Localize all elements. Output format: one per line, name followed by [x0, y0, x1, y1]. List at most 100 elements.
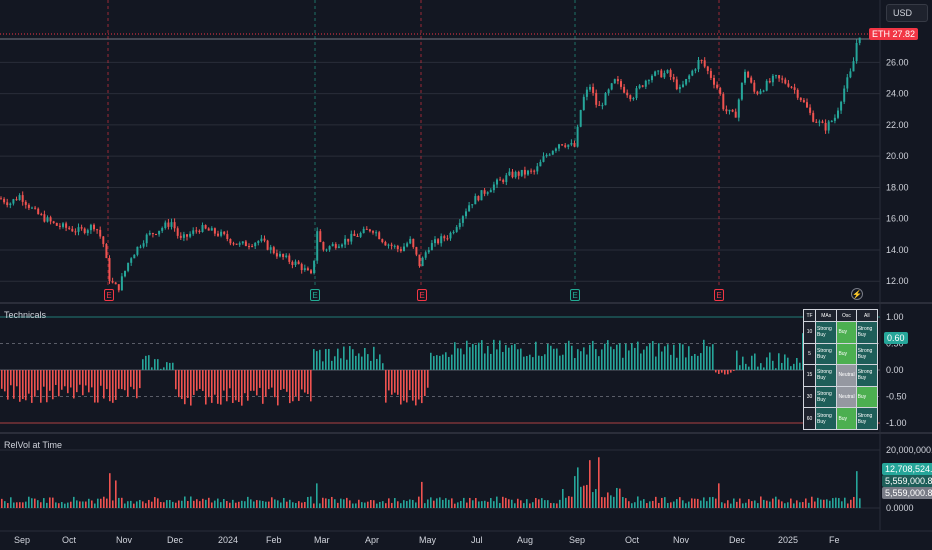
row-mas: Strong Buy: [814, 364, 838, 387]
price-tick-label: 18.00: [886, 182, 909, 192]
candle-body: [145, 234, 148, 244]
relvol-title: RelVol at Time: [4, 440, 63, 450]
technicals-bar: [352, 349, 354, 370]
lightning-icon[interactable]: ⚡: [851, 288, 863, 300]
technicals-bar: [106, 370, 108, 390]
technicals-bar: [67, 370, 69, 394]
technicals-bar: [40, 370, 42, 403]
technicals-bar: [16, 370, 18, 387]
table-row: 30 Strong Buy Neutral Buy: [803, 385, 879, 409]
candle-body: [561, 144, 564, 146]
relvol-bar: [148, 499, 150, 508]
technicals-bar: [703, 339, 705, 370]
relvol-bar: [490, 498, 492, 508]
relvol-bar: [295, 503, 297, 508]
candle-body: [852, 61, 855, 72]
technicals-bar: [520, 348, 522, 370]
technicals-tick-label: 1.00: [886, 312, 904, 322]
price-tick-label: 20.00: [886, 151, 909, 161]
candle-body: [623, 86, 626, 93]
time-axis-label: 2025: [778, 535, 798, 545]
relvol-bar: [100, 498, 102, 508]
candle-body: [18, 195, 21, 201]
technicals-bar: [517, 349, 519, 370]
relvol-bar: [307, 496, 309, 508]
relvol-bar: [706, 501, 708, 508]
currency-button[interactable]: USD: [886, 4, 928, 22]
technicals-bar: [670, 354, 672, 370]
relvol-bar: [19, 502, 21, 508]
relvol-bar: [376, 503, 378, 508]
relvol-bar: [511, 499, 513, 508]
technicals-bar: [226, 370, 228, 402]
relvol-bar: [709, 497, 711, 508]
candle-body: [15, 199, 18, 201]
relvol-bar: [496, 496, 498, 508]
technicals-bar: [802, 333, 804, 370]
earnings-marker-3[interactable]: E: [417, 289, 427, 301]
technicals-bar: [286, 370, 288, 392]
candle-body: [344, 238, 347, 245]
technicals-bar: [202, 370, 204, 391]
candle-body: [449, 232, 452, 239]
technicals-bar: [535, 341, 537, 370]
relvol-bar: [817, 497, 819, 508]
relvol-bar: [64, 503, 66, 508]
candle-body: [0, 198, 2, 200]
technicals-bar: [715, 370, 717, 373]
price-badge-value: 27.82: [892, 28, 916, 39]
technicals-bar: [745, 363, 747, 370]
candle-body: [818, 121, 821, 123]
relvol-bar: [112, 500, 114, 508]
candle-body: [542, 156, 545, 162]
technicals-bar: [112, 370, 114, 403]
candle-body: [626, 92, 629, 96]
candle-body: [694, 69, 697, 71]
relvol-bar: [58, 503, 60, 508]
earnings-marker-2[interactable]: E: [310, 289, 320, 301]
technicals-bar: [169, 362, 171, 370]
relvol-bar: [523, 503, 525, 508]
relvol-bar: [730, 503, 732, 508]
relvol-bar: [442, 499, 444, 508]
relvol-bar: [313, 503, 315, 508]
technicals-bar: [646, 346, 648, 370]
relvol-tick-label: 0.0000: [886, 503, 914, 513]
technicals-bar: [100, 370, 102, 386]
technicals-bar: [742, 356, 744, 370]
relvol-bar: [532, 502, 534, 508]
technicals-bar: [568, 340, 570, 370]
relvol-bar: [727, 500, 729, 508]
candle-body: [350, 233, 353, 242]
technicals-bar: [97, 370, 99, 403]
earnings-marker-4[interactable]: E: [570, 289, 580, 301]
technicals-bar: [34, 370, 36, 397]
technicals-bar: [4, 370, 6, 392]
candle-body: [576, 126, 579, 147]
technicals-bar: [364, 347, 366, 370]
relvol-bar: [574, 476, 576, 508]
earnings-marker-1[interactable]: E: [104, 289, 114, 301]
relvol-bar: [286, 501, 288, 508]
relvol-bar: [649, 501, 651, 508]
candle-body: [461, 216, 464, 223]
relvol-bar: [616, 487, 618, 508]
candle-body: [99, 229, 102, 237]
technicals-bar: [733, 370, 735, 371]
technicals-bar: [205, 370, 207, 405]
candle-body: [589, 86, 591, 90]
earnings-marker-5[interactable]: E: [714, 289, 724, 301]
candle-body: [660, 70, 663, 78]
relvol-bar: [352, 503, 354, 508]
candle-body: [111, 281, 114, 283]
technicals-bar: [337, 348, 339, 370]
technicals-bar: [73, 370, 75, 399]
relvol-bar: [814, 501, 816, 508]
technicals-bar: [181, 370, 183, 400]
relvol-bar: [790, 498, 792, 508]
relvol-bar: [841, 501, 843, 508]
relvol-bar: [415, 502, 417, 508]
candle-body: [787, 83, 790, 87]
relvol-bar: [838, 498, 840, 508]
